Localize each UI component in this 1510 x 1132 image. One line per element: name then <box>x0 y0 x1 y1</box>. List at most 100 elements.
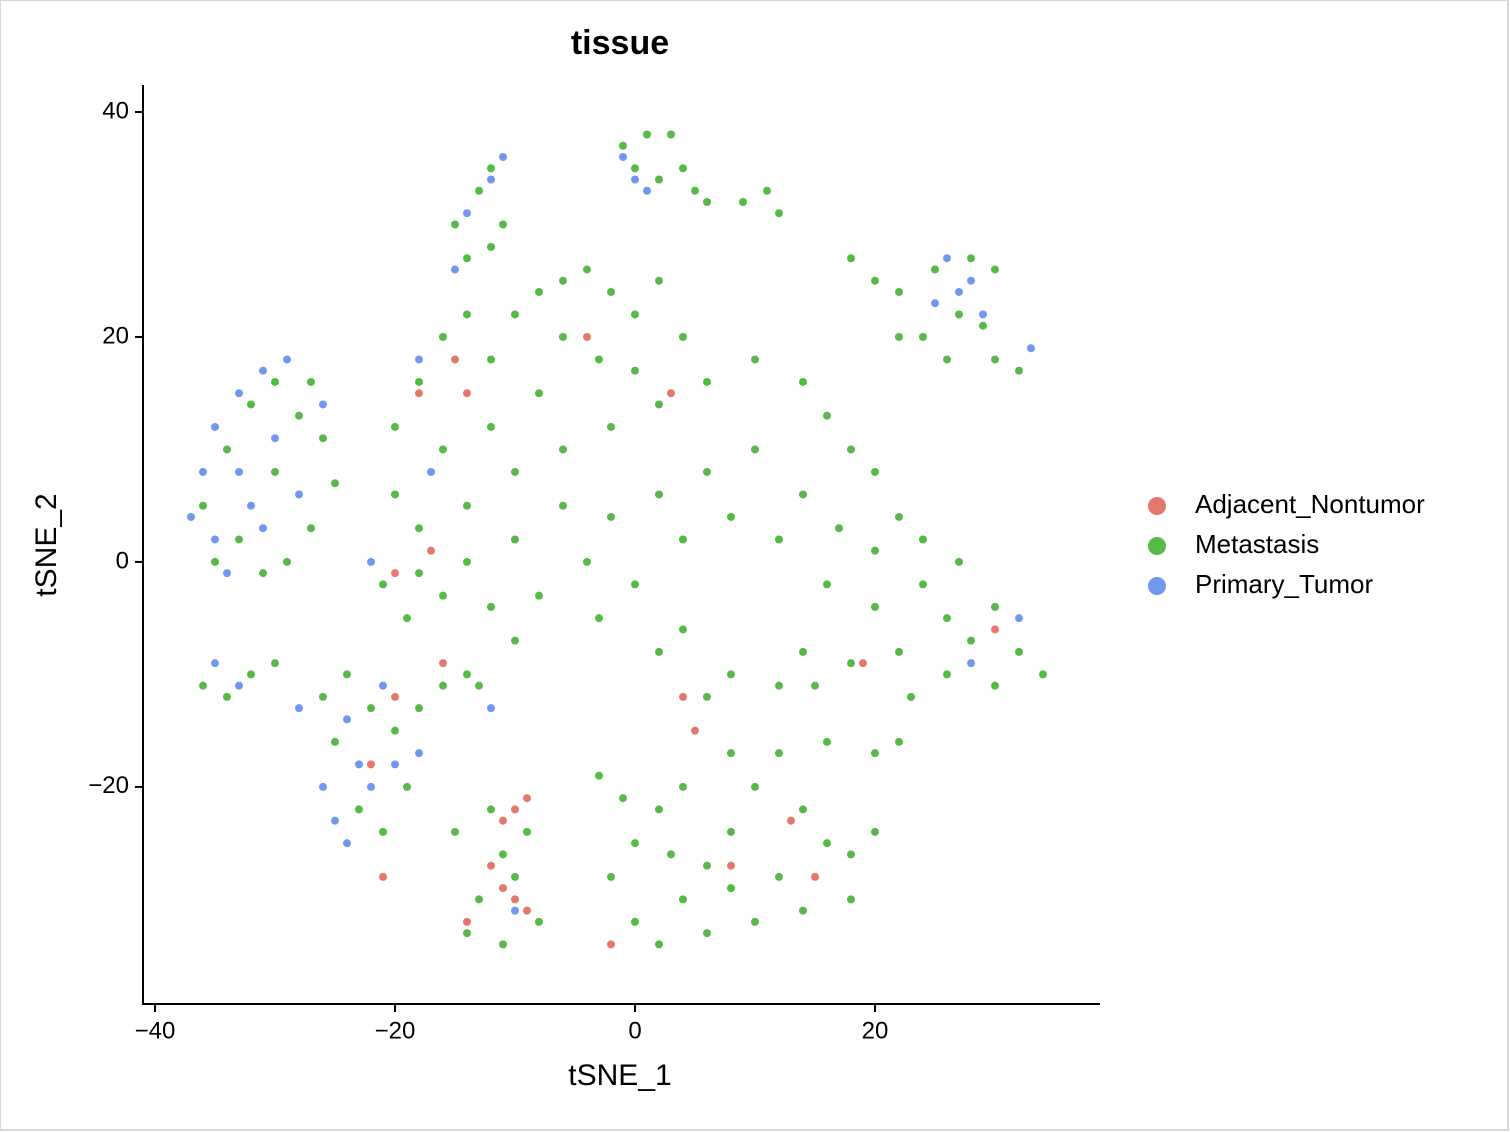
point <box>799 906 807 915</box>
point <box>307 524 315 533</box>
point <box>919 332 927 341</box>
x-axis-title: tSNE_1 <box>568 1059 671 1092</box>
point <box>679 895 687 904</box>
point <box>655 175 663 184</box>
point <box>463 501 471 510</box>
point <box>607 422 615 431</box>
point <box>427 546 435 555</box>
legend-marker <box>1148 577 1166 595</box>
point <box>895 737 903 746</box>
point <box>367 704 375 713</box>
point <box>463 209 471 218</box>
point <box>499 152 507 161</box>
point <box>451 355 459 364</box>
point <box>367 760 375 769</box>
point <box>895 647 903 656</box>
point <box>487 242 495 251</box>
point <box>415 704 423 713</box>
point <box>331 479 339 488</box>
point <box>655 490 663 499</box>
legend-label: Adjacent_Nontumor <box>1195 489 1425 519</box>
point <box>847 445 855 454</box>
point <box>775 209 783 218</box>
point <box>463 310 471 319</box>
point <box>379 681 387 690</box>
point <box>871 467 879 476</box>
point <box>619 141 627 150</box>
point <box>487 602 495 611</box>
point <box>751 917 759 926</box>
point <box>595 771 603 780</box>
point <box>895 512 903 521</box>
point <box>343 839 351 848</box>
point <box>415 389 423 398</box>
point <box>655 805 663 814</box>
legend-marker <box>1148 537 1166 555</box>
point <box>631 310 639 319</box>
point <box>787 816 795 825</box>
point <box>799 377 807 386</box>
point <box>619 794 627 803</box>
point <box>283 557 291 566</box>
y-tick-label: 0 <box>116 547 129 574</box>
point <box>319 782 327 791</box>
point <box>655 940 663 949</box>
point <box>355 805 363 814</box>
point <box>391 569 399 578</box>
point <box>511 636 519 645</box>
point <box>823 737 831 746</box>
point <box>895 287 903 296</box>
point <box>511 467 519 476</box>
point <box>211 557 219 566</box>
point <box>295 704 303 713</box>
point <box>991 625 999 634</box>
point <box>259 366 267 375</box>
point <box>487 704 495 713</box>
point <box>991 355 999 364</box>
point <box>223 445 231 454</box>
point <box>727 827 735 836</box>
point <box>967 276 975 285</box>
point <box>451 827 459 836</box>
point <box>235 535 243 544</box>
point <box>679 782 687 791</box>
point <box>943 254 951 263</box>
point <box>583 332 591 341</box>
point <box>487 355 495 364</box>
point <box>259 569 267 578</box>
point <box>775 681 783 690</box>
point <box>847 254 855 263</box>
point <box>427 467 435 476</box>
point <box>211 535 219 544</box>
point <box>703 861 711 870</box>
point <box>751 445 759 454</box>
point <box>463 389 471 398</box>
y-tick-label: −20 <box>88 772 129 799</box>
point <box>439 681 447 690</box>
point <box>319 434 327 443</box>
point <box>703 692 711 701</box>
point <box>679 692 687 701</box>
point <box>907 692 915 701</box>
point <box>415 569 423 578</box>
point <box>775 749 783 758</box>
point <box>247 670 255 679</box>
point <box>379 827 387 836</box>
point <box>475 895 483 904</box>
point <box>823 580 831 589</box>
point <box>643 186 651 195</box>
point <box>223 569 231 578</box>
point <box>679 625 687 634</box>
point <box>967 254 975 263</box>
point <box>943 670 951 679</box>
point <box>739 197 747 206</box>
point <box>751 355 759 364</box>
point <box>499 850 507 859</box>
point <box>199 501 207 510</box>
point <box>403 782 411 791</box>
point <box>1015 366 1023 375</box>
point <box>667 850 675 859</box>
point <box>655 276 663 285</box>
